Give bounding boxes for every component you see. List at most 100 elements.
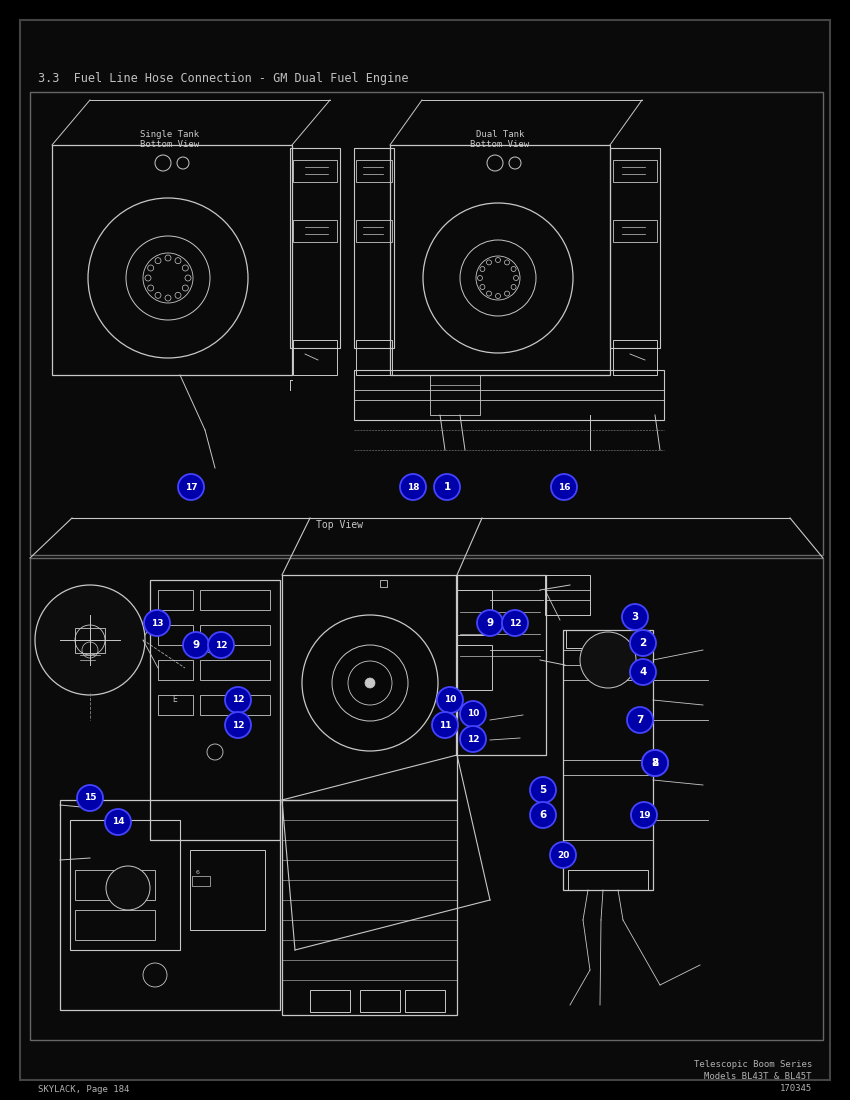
Text: 17: 17: [184, 483, 197, 492]
Circle shape: [550, 842, 576, 868]
Text: 11: 11: [439, 720, 451, 729]
Text: 12: 12: [467, 735, 479, 744]
Bar: [566, 630, 650, 648]
Bar: [30, 558, 823, 1040]
Circle shape: [631, 802, 657, 828]
Text: 2: 2: [651, 758, 659, 768]
Bar: [200, 695, 270, 715]
Text: E: E: [173, 695, 178, 704]
Bar: [293, 220, 337, 242]
Bar: [75, 628, 105, 653]
Circle shape: [434, 474, 460, 500]
Bar: [192, 876, 210, 886]
Bar: [405, 990, 445, 1012]
Text: 12: 12: [509, 618, 521, 627]
Bar: [150, 580, 280, 840]
Bar: [75, 910, 155, 940]
Bar: [610, 148, 660, 348]
Bar: [190, 850, 265, 930]
Circle shape: [580, 632, 636, 688]
Text: 19: 19: [638, 811, 650, 819]
Bar: [30, 92, 823, 556]
Circle shape: [432, 712, 458, 738]
Text: 18: 18: [407, 483, 419, 492]
Text: 12: 12: [232, 720, 244, 729]
Circle shape: [178, 474, 204, 500]
Circle shape: [622, 604, 648, 630]
Text: 9: 9: [486, 618, 494, 628]
Bar: [200, 660, 270, 680]
Bar: [390, 145, 610, 375]
Text: 13: 13: [150, 618, 163, 627]
Bar: [293, 160, 337, 182]
Bar: [354, 370, 664, 420]
Text: 6: 6: [196, 870, 200, 874]
Circle shape: [642, 750, 668, 776]
Text: 14: 14: [111, 817, 124, 826]
Bar: [60, 800, 280, 1010]
Text: 9: 9: [192, 640, 200, 650]
Bar: [360, 990, 400, 1012]
Circle shape: [437, 688, 463, 713]
Text: 6: 6: [540, 810, 547, 820]
Circle shape: [35, 585, 145, 695]
Circle shape: [642, 750, 668, 776]
Circle shape: [630, 659, 656, 685]
Bar: [457, 590, 492, 635]
Bar: [200, 590, 270, 610]
Text: 20: 20: [557, 850, 570, 859]
Circle shape: [477, 610, 503, 636]
Bar: [282, 800, 457, 1015]
Bar: [52, 145, 292, 375]
Bar: [293, 340, 337, 375]
Circle shape: [551, 474, 577, 500]
Text: 170345: 170345: [779, 1084, 812, 1093]
Bar: [158, 625, 193, 645]
Circle shape: [530, 802, 556, 828]
Text: Dual Tank
Bottom View: Dual Tank Bottom View: [470, 130, 530, 150]
Bar: [158, 695, 193, 715]
Circle shape: [502, 610, 528, 636]
Bar: [568, 870, 648, 890]
Circle shape: [106, 866, 150, 910]
Text: 5: 5: [540, 785, 547, 795]
Bar: [310, 990, 350, 1012]
Text: 8: 8: [651, 758, 659, 768]
Text: 2: 2: [639, 638, 647, 648]
Circle shape: [627, 707, 653, 733]
Circle shape: [460, 701, 486, 727]
Bar: [457, 645, 492, 690]
Bar: [545, 575, 590, 615]
Text: 3: 3: [632, 612, 638, 621]
Bar: [354, 148, 394, 348]
Text: 12: 12: [232, 695, 244, 704]
Text: 10: 10: [467, 710, 479, 718]
Bar: [356, 160, 392, 182]
Circle shape: [400, 474, 426, 500]
Text: Single Tank
Bottom View: Single Tank Bottom View: [140, 130, 200, 150]
Text: Top View: Top View: [316, 520, 364, 530]
Circle shape: [105, 808, 131, 835]
Text: 12: 12: [215, 640, 227, 649]
Bar: [70, 820, 180, 950]
Text: 4: 4: [639, 667, 647, 676]
Text: 16: 16: [558, 483, 570, 492]
Bar: [356, 340, 392, 375]
Bar: [563, 630, 653, 890]
Bar: [158, 660, 193, 680]
Bar: [613, 340, 657, 375]
Circle shape: [225, 688, 251, 713]
Bar: [200, 625, 270, 645]
Text: 3.3  Fuel Line Hose Connection - GM Dual Fuel Engine: 3.3 Fuel Line Hose Connection - GM Dual …: [38, 72, 409, 85]
Text: SKYLACK, Page 184: SKYLACK, Page 184: [38, 1085, 129, 1094]
Circle shape: [77, 785, 103, 811]
Circle shape: [630, 630, 656, 656]
Circle shape: [144, 610, 170, 636]
Bar: [158, 590, 193, 610]
Text: Telescopic Boom Series: Telescopic Boom Series: [694, 1060, 812, 1069]
Text: 15: 15: [84, 793, 96, 803]
Bar: [282, 575, 457, 800]
Bar: [356, 220, 392, 242]
Circle shape: [302, 615, 438, 751]
Circle shape: [530, 777, 556, 803]
